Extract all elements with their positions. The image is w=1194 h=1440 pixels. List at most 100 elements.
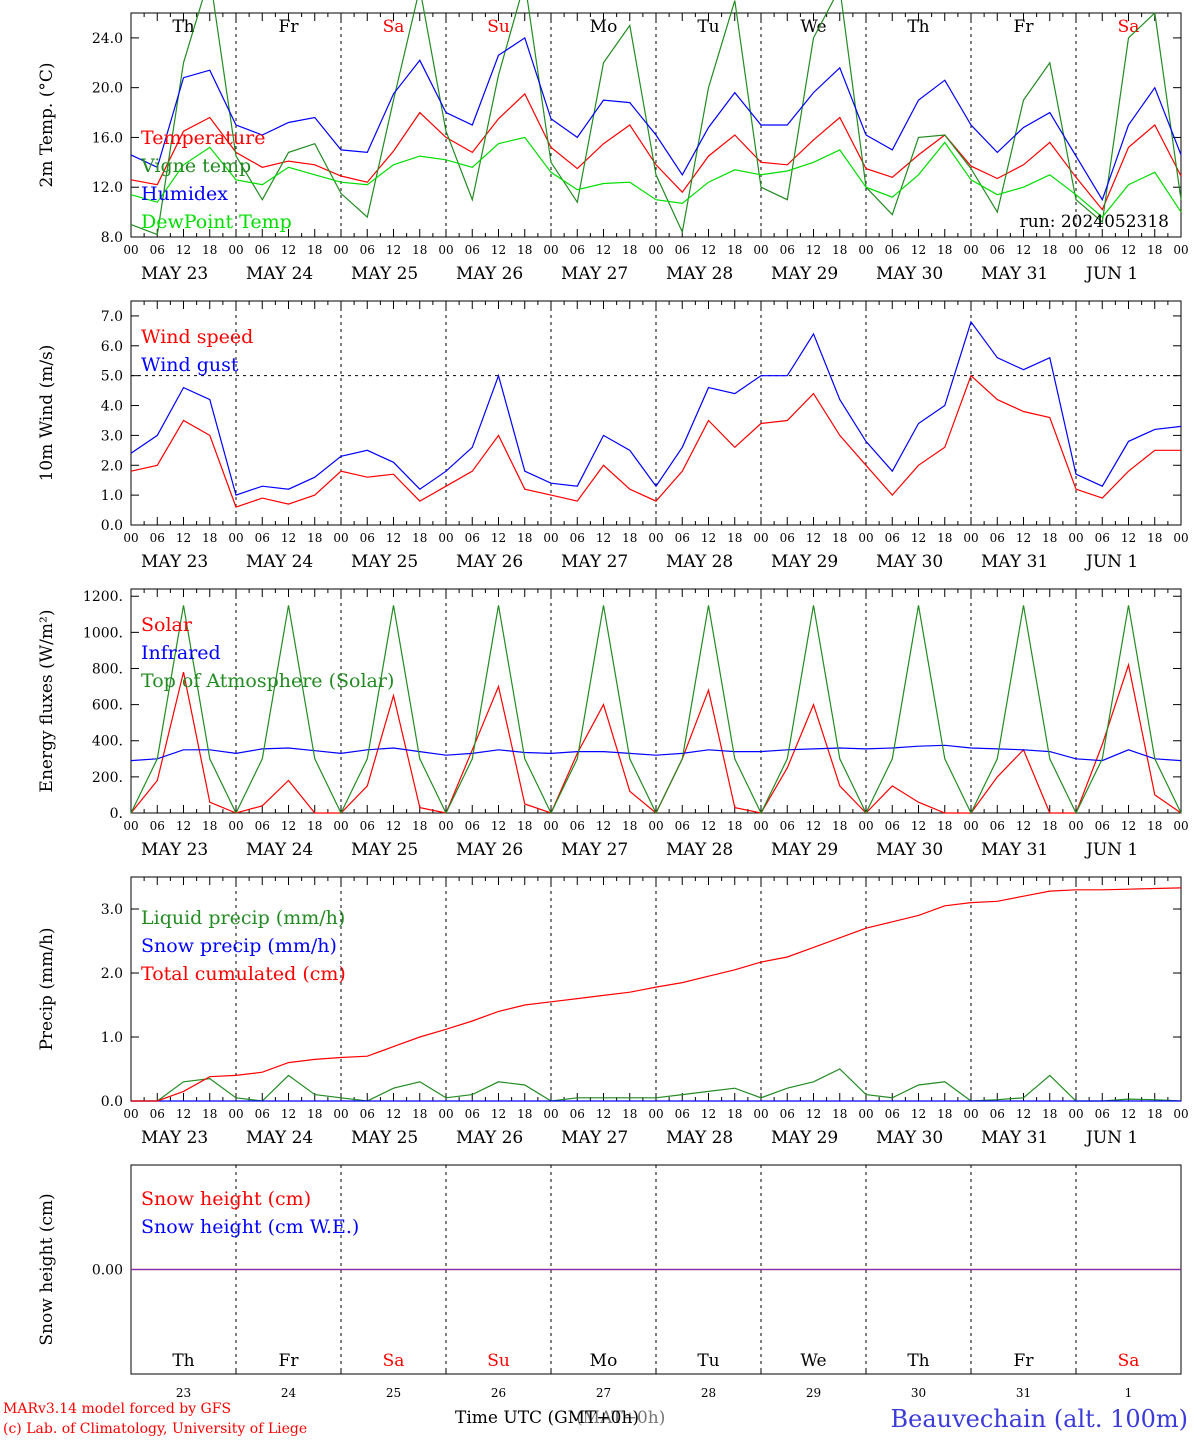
hour-tick-label: 18 (1147, 819, 1162, 833)
weekday-label: Tu (697, 17, 719, 37)
date-label: MAY 29 (771, 840, 838, 860)
hour-tick-label: 00 (1068, 1107, 1083, 1121)
copyright-credit: (c) Lab. of Climatology, University of L… (3, 1421, 307, 1437)
date-label: MAY 25 (351, 552, 418, 572)
hour-tick-label: 18 (832, 531, 847, 545)
hour-tick-label: 12 (281, 531, 296, 545)
date-label: MAY 30 (876, 552, 943, 572)
hour-tick-label: 00 (858, 531, 873, 545)
hour-tick-label: 12 (596, 819, 611, 833)
x-axis-local-label: (MAT+0h) (576, 1408, 665, 1428)
hour-tick-label: 00 (123, 1107, 138, 1121)
hour-tick-label: 06 (465, 243, 480, 257)
footer: MARv3.14 model forced by GFS (c) Lab. of… (3, 1401, 1188, 1437)
hour-tick-label: 12 (806, 819, 821, 833)
hour-tick-label: 00 (1068, 243, 1083, 257)
hour-tick-label: 00 (333, 1107, 348, 1121)
model-credit: MARv3.14 model forced by GFS (3, 1401, 231, 1417)
hour-tick-label: 12 (386, 243, 401, 257)
hour-tick-label: 06 (360, 1107, 375, 1121)
weekday-label: Mo (590, 17, 618, 37)
hour-tick-label: 06 (255, 243, 270, 257)
y-tick-label: 0.0 (101, 1094, 123, 1110)
hour-tick-label: 06 (570, 1107, 585, 1121)
y-axis-label: Snow height (cm) (37, 1193, 57, 1345)
hour-tick-label: 00 (333, 531, 348, 545)
hour-tick-label: 18 (727, 243, 742, 257)
station-name: Beauvechain (alt. 100m) (890, 1405, 1188, 1433)
series-group (130, 0, 1182, 236)
y-tick-label: 0.00 (92, 1263, 123, 1279)
y-tick-label: 5.0 (101, 369, 123, 385)
y-tick-label: 1.0 (101, 1030, 123, 1046)
hour-tick-label: 00 (753, 819, 768, 833)
hour-tick-label: 12 (491, 1107, 506, 1121)
hour-tick-label: 12 (176, 531, 191, 545)
hour-tick-label: 12 (281, 819, 296, 833)
hour-tick-label: 06 (570, 243, 585, 257)
date-label: MAY 24 (246, 1128, 313, 1148)
hour-tick-label: 18 (832, 243, 847, 257)
hour-tick-label: 06 (675, 819, 690, 833)
hour-tick-label: 00 (858, 819, 873, 833)
date-label: MAY 26 (456, 552, 523, 572)
hour-tick-label: 00 (438, 819, 453, 833)
hour-tick-label: 00 (1173, 819, 1188, 833)
y-tick-label: 3.0 (101, 428, 123, 444)
y-tick-label: 16.0 (92, 130, 123, 146)
hour-tick-label: 00 (1068, 819, 1083, 833)
hour-tick-label: 12 (386, 819, 401, 833)
panel-snow: 23 24 25 26 27 28 29 30 31 1 0.00 Snow height (cm) T… (37, 1164, 1182, 1400)
hour-tick-label: 12 (911, 243, 926, 257)
weekday-label: Th (172, 17, 194, 37)
hour-tick-label: 18 (202, 1107, 217, 1121)
date-label: MAY 25 (351, 840, 418, 860)
date-label: MAY 26 (456, 264, 523, 284)
hour-tick-label: 18 (727, 1107, 742, 1121)
hour-tick-label: 18 (727, 531, 742, 545)
hour-tick-label: 12 (701, 243, 716, 257)
hour-tick-label: 18 (622, 243, 637, 257)
date-label: MAY 28 (666, 840, 733, 860)
hour-tick-label: 12 (491, 531, 506, 545)
series-line-wind-1 (130, 320, 1182, 496)
hour-tick-label: 00 (648, 1107, 663, 1121)
hour-tick-label: 18 (202, 243, 217, 257)
hour-tick-label: 06 (465, 819, 480, 833)
legend-entry: Wind speed (141, 326, 253, 348)
date-label: MAY 28 (666, 264, 733, 284)
hour-tick-label: 12 (596, 1107, 611, 1121)
date-label: MAY 23 (141, 552, 208, 572)
date-label: MAY 30 (876, 1128, 943, 1148)
weekday-label: Su (487, 1351, 510, 1371)
legend-entry: Wind gust (141, 354, 239, 376)
hour-tick-label: 12 (1016, 819, 1031, 833)
hour-tick-label: 12 (491, 819, 506, 833)
series-group (131, 887, 1182, 1102)
y-tick-label: 20.0 (92, 81, 123, 97)
hour-tick-label: 06 (360, 243, 375, 257)
date-label: MAY 24 (246, 840, 313, 860)
y-tick-label: 2.0 (101, 458, 123, 474)
hour-tick-label: 18 (307, 819, 322, 833)
hour-tick-label: 18 (937, 531, 952, 545)
y-tick-label: 4.0 (101, 399, 123, 415)
hour-tick-label: 12 (1016, 243, 1031, 257)
hour-tick-label: 12 (806, 243, 821, 257)
date-label: MAY 27 (561, 840, 628, 860)
hour-tick-label: 06 (990, 819, 1005, 833)
date-label: MAY 30 (876, 264, 943, 284)
day-number-label: 1 (1125, 1386, 1133, 1400)
panel-wind: 00 06 12 18 00 06 12 18 00 06 12 18 00 06 12 18 00 06 12 18… (37, 300, 1189, 572)
date-label: MAY 24 (246, 264, 313, 284)
hour-tick-label: 00 (228, 243, 243, 257)
hour-tick-label: 00 (753, 243, 768, 257)
hour-tick-label: 00 (858, 243, 873, 257)
day-number-label: 24 (281, 1386, 297, 1400)
hour-tick-label: 00 (753, 1107, 768, 1121)
hour-tick-label: 06 (150, 243, 165, 257)
date-label: MAY 29 (771, 264, 838, 284)
hour-tick-label: 12 (281, 1107, 296, 1121)
hour-tick-label: 06 (780, 531, 795, 545)
